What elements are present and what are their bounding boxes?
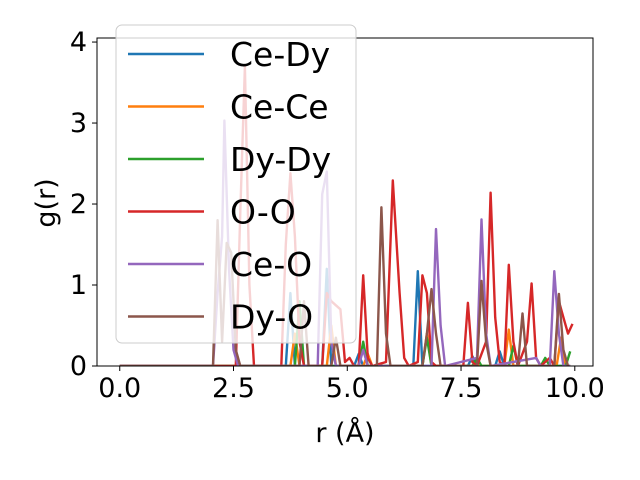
legend: Ce-Dy Ce-Ce Dy-Dy O-O Ce-O Dy-O	[115, 24, 357, 344]
y-axis-label: g(r)	[31, 178, 62, 227]
y-tick-label: 1	[70, 270, 87, 301]
legend-label-dy-dy: Dy-Dy	[230, 140, 331, 179]
x-tick-label: 7.5	[440, 373, 483, 404]
x-tick-label: 0.0	[98, 373, 141, 404]
x-axis-label: r (Å)	[315, 417, 374, 449]
legend-label-ce-o: Ce-O	[230, 245, 312, 284]
y-tick-label: 0	[70, 351, 87, 382]
x-tick-label: 2.5	[212, 373, 255, 404]
x-tick-label: 10.0	[545, 373, 605, 404]
x-tick-label: 5.0	[326, 373, 369, 404]
legend-label-ce-dy: Ce-Dy	[230, 35, 330, 74]
legend-label-o-o: O-O	[230, 193, 296, 232]
y-tick-label: 4	[70, 27, 87, 58]
y-tick-label: 2	[70, 189, 87, 220]
x-axis: 0.0 2.5 5.0 7.5 10.0	[98, 366, 605, 404]
legend-label-dy-o: Dy-O	[230, 298, 313, 337]
legend-label-ce-ce: Ce-Ce	[230, 88, 329, 127]
y-axis: 0 1 2 3 4	[70, 27, 97, 382]
series-line-dy-dy	[119, 300, 572, 366]
y-tick-label: 3	[70, 108, 87, 139]
